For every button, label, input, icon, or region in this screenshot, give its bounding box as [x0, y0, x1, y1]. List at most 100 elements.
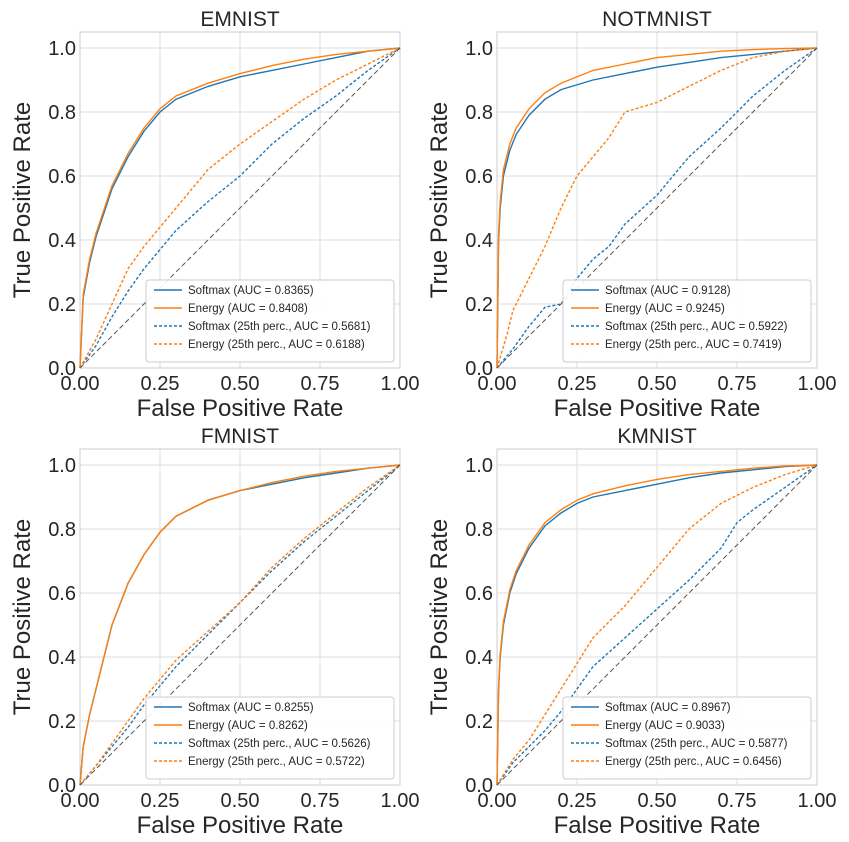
plot-border: [79, 448, 401, 786]
plot-border: [79, 31, 401, 369]
y-tick-label: 1.0: [465, 38, 493, 60]
y-tick-label: 0.6: [465, 166, 493, 188]
series-line-0: [79, 47, 401, 369]
x-tick-label: 0.75: [301, 373, 340, 395]
legend-label: Energy (25th perc., AUC = 0.6456): [605, 756, 782, 768]
x-tick-label: 0.25: [141, 373, 180, 395]
legend-label: Softmax (25th perc., AUC = 0.5626): [188, 738, 371, 750]
x-tick-label: 0.00: [478, 373, 517, 395]
y-tick-label: 0.4: [48, 647, 76, 669]
x-tick-label: 0.00: [61, 790, 100, 812]
x-tick-label: 1.00: [798, 790, 837, 812]
legend-label: Softmax (25th perc., AUC = 0.5877): [605, 738, 788, 750]
y-tick-label: 0.2: [465, 294, 493, 316]
y-tick-label: 0.8: [48, 102, 76, 124]
series-line-4: [79, 464, 401, 786]
x-tick-label: 0.00: [61, 373, 100, 395]
y-tick-label: 0.0: [465, 775, 493, 797]
y-tick-label: 0.6: [48, 166, 76, 188]
legend-label: Energy (AUC = 0.8262): [188, 720, 308, 732]
plot-border: [496, 448, 818, 786]
x-tick-label: 0.75: [718, 373, 757, 395]
legend-box: [145, 279, 395, 363]
y-tick-label: 0.0: [48, 775, 76, 797]
x-tick-label: 1.00: [798, 373, 837, 395]
x-tick-label: 0.50: [638, 373, 677, 395]
x-tick-label: 0.75: [301, 790, 340, 812]
y-tick-label: 1.0: [48, 455, 76, 477]
legend-label: Energy (AUC = 0.8408): [188, 303, 308, 315]
legend-label: Energy (AUC = 0.9245): [605, 303, 725, 315]
y-tick-label: 0.6: [48, 583, 76, 605]
x-tick-label: 1.00: [381, 790, 420, 812]
x-tick-label: 0.50: [638, 790, 677, 812]
x-tick-label: 0.25: [558, 373, 597, 395]
series-line-2: [79, 464, 401, 786]
y-tick-label: 0.2: [48, 294, 76, 316]
legend: Softmax (AUC = 0.9128) Energy (AUC = 0.92…: [562, 279, 812, 363]
y-tick-label: 0.8: [465, 102, 493, 124]
legend-label: Energy (25th perc., AUC = 0.5722): [188, 756, 365, 768]
y-axis-label: True Positive Rate: [426, 519, 453, 716]
y-axis-label: True Positive Rate: [9, 519, 36, 716]
legend-label: Energy (AUC = 0.9033): [605, 720, 725, 732]
legend-label: Softmax (25th perc., AUC = 0.5681): [188, 321, 371, 333]
series-line-2: [496, 47, 818, 369]
legend-label: Softmax (25th perc., AUC = 0.5922): [605, 321, 788, 333]
chart-title: EMNIST: [200, 8, 280, 31]
legend-label: Softmax (AUC = 0.8255): [188, 702, 314, 714]
chart-title: FMNIST: [201, 425, 279, 448]
chart-title: KMNIST: [617, 425, 697, 448]
series-line-4: [79, 47, 401, 369]
series-line-1: [79, 47, 401, 369]
y-tick-label: 0.8: [465, 519, 493, 541]
chart-panel-3: 0.00 0.25 0.50 0.75 1.00 0.0 0.2 0.4 0.6 0.8 1.0 KM…: [426, 425, 836, 839]
y-tick-label: 0.0: [48, 358, 76, 380]
legend-box: [562, 279, 812, 363]
series-line-3: [79, 47, 401, 369]
chart-panel-1: 0.00 0.25 0.50 0.75 1.00 0.0 0.2 0.4 0.6 0.8 1.0 NO…: [426, 8, 836, 422]
legend: Softmax (AUC = 0.8967) Energy (AUC = 0.90…: [562, 696, 812, 780]
x-tick-label: 0.00: [478, 790, 517, 812]
legend-label: Softmax (AUC = 0.8967): [605, 702, 731, 714]
y-tick-label: 0.4: [465, 230, 493, 252]
chart-panel-2: 0.00 0.25 0.50 0.75 1.00 0.0 0.2 0.4 0.6 0.8 1.0 FM…: [9, 425, 419, 839]
legend-label: Energy (25th perc., AUC = 0.6188): [188, 339, 365, 351]
series-line-4: [496, 464, 818, 786]
y-tick-label: 1.0: [465, 455, 493, 477]
chart-panel-0: 0.00 0.25 0.50 0.75 1.00 0.0 0.2 0.4 0.6 0.8 1.0 EM…: [9, 8, 419, 422]
y-tick-label: 0.0: [465, 358, 493, 380]
series-line-1: [496, 47, 818, 369]
x-tick-label: 0.25: [141, 790, 180, 812]
series-line-3: [496, 464, 818, 786]
x-tick-label: 0.75: [718, 790, 757, 812]
x-axis-label: False Positive Rate: [137, 812, 344, 839]
legend-label: Softmax (AUC = 0.9128): [605, 285, 731, 297]
x-tick-label: 0.25: [558, 790, 597, 812]
series-line-3: [496, 47, 818, 369]
series-line-1: [79, 464, 401, 786]
y-tick-label: 0.4: [48, 230, 76, 252]
legend-label: Energy (25th perc., AUC = 0.7419): [605, 339, 782, 351]
x-axis-label: False Positive Rate: [137, 395, 344, 422]
legend-box: [562, 696, 812, 780]
series-line-4: [496, 47, 818, 369]
series-line-2: [496, 464, 818, 786]
x-tick-label: 0.50: [221, 790, 260, 812]
y-tick-label: 0.6: [465, 583, 493, 605]
y-tick-label: 0.2: [48, 711, 76, 733]
y-axis-label: True Positive Rate: [9, 102, 36, 299]
y-tick-label: 1.0: [48, 38, 76, 60]
plot-border: [496, 31, 818, 369]
y-tick-label: 0.2: [465, 711, 493, 733]
y-tick-label: 0.4: [465, 647, 493, 669]
x-tick-label: 1.00: [381, 373, 420, 395]
legend: Softmax (AUC = 0.8365) Energy (AUC = 0.84…: [145, 279, 395, 363]
series-line-2: [79, 47, 401, 369]
legend: Softmax (AUC = 0.8255) Energy (AUC = 0.82…: [145, 696, 395, 780]
legend-label: Softmax (AUC = 0.8365): [188, 285, 314, 297]
x-axis-label: False Positive Rate: [554, 812, 761, 839]
legend-box: [145, 696, 395, 780]
chart-title: NOTMNIST: [602, 8, 712, 31]
